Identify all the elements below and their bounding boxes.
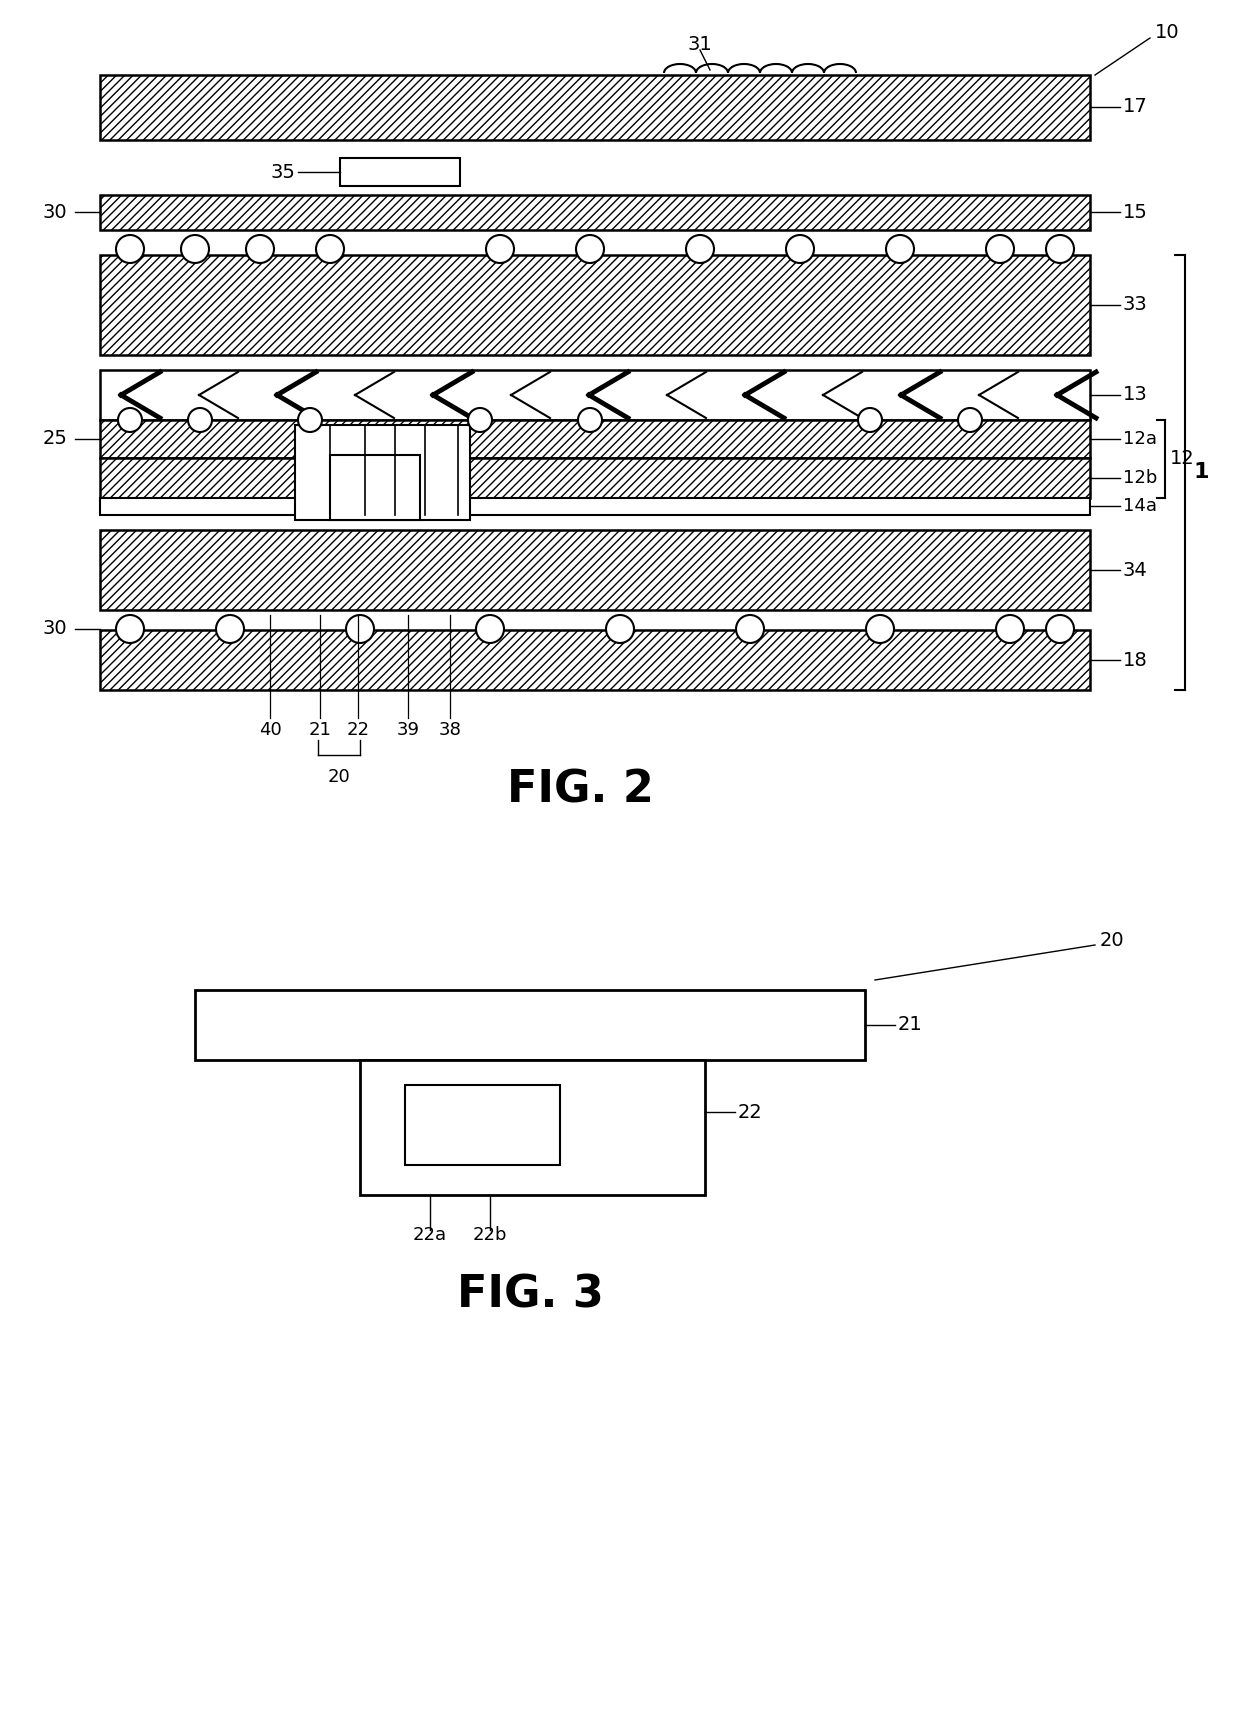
Text: 12b: 12b bbox=[1123, 468, 1157, 487]
Circle shape bbox=[1047, 615, 1074, 643]
Circle shape bbox=[996, 615, 1024, 643]
Circle shape bbox=[606, 615, 634, 643]
Text: 25: 25 bbox=[42, 429, 67, 448]
Bar bbox=[100, 631, 1090, 690]
Bar bbox=[360, 1060, 706, 1195]
Circle shape bbox=[467, 408, 492, 432]
Text: FIG. 3: FIG. 3 bbox=[456, 1273, 604, 1316]
Circle shape bbox=[578, 408, 601, 432]
Text: 15: 15 bbox=[1123, 202, 1148, 222]
Bar bbox=[100, 75, 1090, 140]
Circle shape bbox=[887, 236, 914, 263]
Text: 21: 21 bbox=[309, 721, 331, 738]
Text: 20: 20 bbox=[1100, 930, 1125, 950]
Text: 31: 31 bbox=[688, 36, 712, 55]
Text: 17: 17 bbox=[1123, 97, 1148, 116]
Circle shape bbox=[577, 236, 604, 263]
Bar bbox=[195, 990, 866, 1060]
Text: 13: 13 bbox=[1123, 386, 1148, 405]
Circle shape bbox=[117, 615, 144, 643]
Bar bbox=[100, 255, 1090, 355]
Text: 22a: 22a bbox=[413, 1225, 448, 1244]
Text: 30: 30 bbox=[42, 202, 67, 222]
Circle shape bbox=[737, 615, 764, 643]
Bar bbox=[330, 455, 420, 520]
Text: 12a: 12a bbox=[1123, 431, 1157, 448]
Circle shape bbox=[181, 236, 210, 263]
Text: 22: 22 bbox=[738, 1102, 763, 1121]
Circle shape bbox=[117, 236, 144, 263]
Circle shape bbox=[858, 408, 882, 432]
Bar bbox=[100, 371, 1090, 420]
Text: 14a: 14a bbox=[1123, 497, 1157, 514]
Circle shape bbox=[476, 615, 503, 643]
Text: 10: 10 bbox=[1154, 22, 1179, 41]
Text: 34: 34 bbox=[1123, 561, 1148, 579]
Bar bbox=[340, 157, 460, 186]
Circle shape bbox=[1047, 236, 1074, 263]
Text: 22b: 22b bbox=[472, 1225, 507, 1244]
Circle shape bbox=[486, 236, 515, 263]
Circle shape bbox=[216, 615, 244, 643]
Bar bbox=[100, 458, 1090, 497]
Text: 20: 20 bbox=[327, 767, 351, 786]
Text: 18: 18 bbox=[1123, 651, 1148, 670]
Bar bbox=[100, 497, 1090, 514]
Circle shape bbox=[188, 408, 212, 432]
Text: 38: 38 bbox=[439, 721, 461, 738]
Circle shape bbox=[298, 408, 322, 432]
Circle shape bbox=[118, 408, 143, 432]
Circle shape bbox=[866, 615, 894, 643]
Text: 22: 22 bbox=[346, 721, 370, 738]
Circle shape bbox=[346, 615, 374, 643]
Text: FIG. 2: FIG. 2 bbox=[507, 769, 653, 812]
Bar bbox=[100, 530, 1090, 610]
Text: 35: 35 bbox=[270, 162, 295, 181]
Circle shape bbox=[986, 236, 1014, 263]
Text: 12: 12 bbox=[1171, 449, 1195, 468]
Bar bbox=[100, 420, 1090, 458]
Text: 33: 33 bbox=[1123, 296, 1148, 314]
Bar bbox=[295, 426, 470, 520]
Circle shape bbox=[959, 408, 982, 432]
Circle shape bbox=[786, 236, 813, 263]
Circle shape bbox=[246, 236, 274, 263]
Circle shape bbox=[316, 236, 343, 263]
Circle shape bbox=[686, 236, 714, 263]
Text: 30: 30 bbox=[42, 619, 67, 639]
Bar bbox=[100, 195, 1090, 231]
Text: 1: 1 bbox=[1193, 461, 1209, 482]
Text: 39: 39 bbox=[397, 721, 419, 738]
Text: 40: 40 bbox=[259, 721, 281, 738]
Bar bbox=[405, 1085, 560, 1166]
Text: 21: 21 bbox=[898, 1015, 923, 1034]
